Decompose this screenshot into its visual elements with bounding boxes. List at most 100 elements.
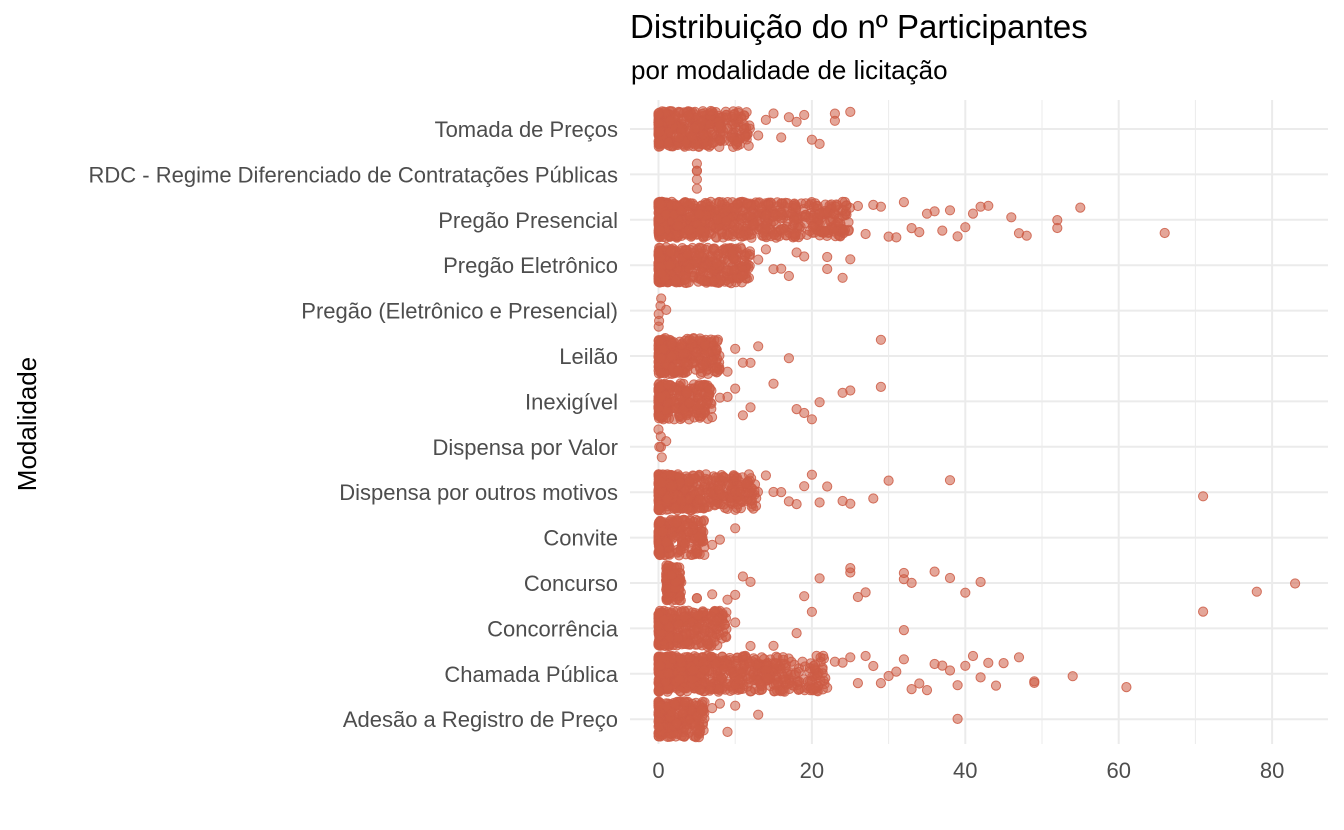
- data-point: [730, 617, 741, 628]
- chart-subtitle: por modalidade de licitação: [631, 55, 948, 85]
- data-point: [711, 344, 722, 356]
- category-label: Concurso: [524, 571, 618, 596]
- category-label: Pregão Eletrônico: [443, 253, 618, 278]
- data-point: [730, 700, 741, 711]
- data-point: [1290, 578, 1301, 589]
- data-point: [667, 480, 678, 491]
- data-point: [653, 686, 664, 697]
- data-point: [728, 253, 739, 264]
- data-point: [776, 263, 787, 274]
- data-point: [845, 254, 856, 265]
- data-point: [952, 680, 963, 691]
- x-axis-tick-labels: 0 20 40 60 80: [652, 758, 1284, 783]
- data-point: [914, 227, 925, 238]
- data-point: [845, 106, 856, 118]
- data-point: [845, 385, 856, 396]
- data-point: [906, 577, 917, 589]
- data-point: [705, 105, 717, 117]
- data-point: [753, 341, 764, 352]
- data-point: [768, 378, 779, 389]
- data-point: [653, 721, 664, 732]
- data-point: [1067, 671, 1078, 682]
- data-point: [758, 227, 769, 238]
- data-point: [875, 201, 887, 212]
- data-point: [937, 225, 948, 236]
- data-point: [711, 615, 722, 626]
- data-point: [699, 340, 711, 351]
- data-point: [952, 231, 963, 242]
- x-tick-label: 80: [1260, 758, 1284, 783]
- data-point: [654, 126, 665, 137]
- data-point: [691, 347, 702, 358]
- data-point: [944, 205, 956, 216]
- data-point: [661, 304, 672, 315]
- data-point: [944, 475, 956, 486]
- data-point: [760, 470, 772, 481]
- data-point: [702, 474, 714, 485]
- data-point: [679, 611, 690, 623]
- data-point: [745, 576, 756, 588]
- data-point: [814, 573, 825, 584]
- data-point: [998, 658, 1009, 669]
- data-point: [806, 414, 818, 425]
- data-point: [833, 217, 844, 228]
- data-point: [695, 516, 707, 527]
- data-point: [1021, 230, 1032, 241]
- data-point: [665, 246, 676, 257]
- data-point: [726, 132, 737, 143]
- data-point: [694, 494, 705, 505]
- data-point: [666, 351, 677, 362]
- data-point: [684, 397, 695, 408]
- data-point: [661, 537, 672, 548]
- data-point: [761, 672, 773, 683]
- data-point: [722, 391, 733, 402]
- data-point: [689, 625, 700, 636]
- category-label: Adesão a Registro de Preço: [343, 707, 618, 732]
- data-point: [663, 560, 674, 571]
- data-point: [768, 640, 779, 651]
- data-point: [729, 471, 740, 483]
- data-point: [719, 472, 730, 483]
- data-point: [655, 225, 666, 236]
- data-point: [664, 632, 676, 643]
- data-point: [868, 493, 879, 504]
- data-point: [771, 201, 782, 212]
- data-point: [680, 274, 691, 285]
- data-point: [710, 231, 722, 243]
- data-point: [830, 201, 841, 212]
- data-point: [716, 672, 727, 684]
- data-point: [1075, 202, 1086, 213]
- data-point: [656, 353, 667, 364]
- data-point: [807, 221, 818, 232]
- data-point: [654, 544, 665, 555]
- data-point: [676, 530, 687, 542]
- data-point: [669, 699, 680, 710]
- data-point: [654, 700, 666, 711]
- data-point: [698, 129, 709, 140]
- data-point: [794, 676, 805, 687]
- data-point: [745, 357, 756, 368]
- data-point: [814, 397, 825, 408]
- data-point: [891, 666, 902, 677]
- data-point: [845, 498, 856, 509]
- data-point: [675, 653, 686, 664]
- data-point: [1159, 227, 1170, 239]
- data-point: [852, 200, 864, 212]
- data-point: [661, 436, 672, 447]
- data-point: [975, 672, 986, 683]
- data-point: [983, 657, 994, 669]
- data-point: [891, 232, 902, 243]
- data-point: [681, 387, 692, 398]
- data-point: [960, 587, 971, 598]
- data-point: [671, 718, 682, 729]
- data-point: [662, 493, 673, 504]
- data-point: [875, 678, 887, 689]
- data-point: [1198, 491, 1209, 502]
- data-point: [702, 413, 713, 424]
- data-point: [1006, 212, 1017, 223]
- data-point: [722, 366, 733, 377]
- data-point: [665, 260, 676, 271]
- data-point: [860, 587, 871, 598]
- data-point: [814, 138, 825, 149]
